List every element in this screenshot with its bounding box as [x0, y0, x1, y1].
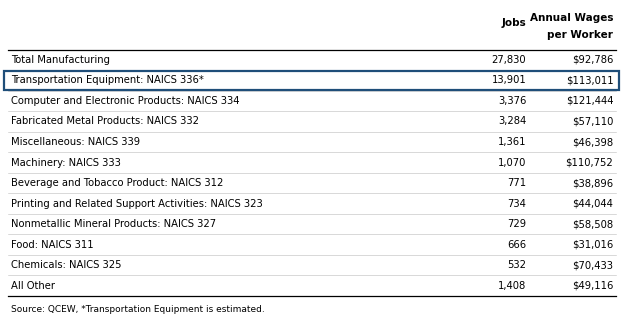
- Text: Annual Wages: Annual Wages: [530, 14, 613, 23]
- Text: Jobs: Jobs: [502, 18, 526, 27]
- Text: $121,444: $121,444: [566, 96, 613, 106]
- Text: $113,011: $113,011: [566, 76, 613, 85]
- Text: Total Manufacturing: Total Manufacturing: [11, 55, 110, 65]
- Text: 1,408: 1,408: [498, 281, 526, 291]
- Text: $92,786: $92,786: [572, 55, 613, 65]
- Text: Beverage and Tobacco Product: NAICS 312: Beverage and Tobacco Product: NAICS 312: [11, 178, 223, 188]
- Text: Miscellaneous: NAICS 339: Miscellaneous: NAICS 339: [11, 137, 140, 147]
- Text: $46,398: $46,398: [572, 137, 613, 147]
- Text: 729: 729: [507, 219, 526, 229]
- Text: Food: NAICS 311: Food: NAICS 311: [11, 240, 94, 249]
- Text: $49,116: $49,116: [572, 281, 613, 291]
- Text: $44,044: $44,044: [572, 198, 613, 209]
- Text: $70,433: $70,433: [572, 260, 613, 270]
- Text: $38,896: $38,896: [572, 178, 613, 188]
- Text: $57,110: $57,110: [572, 117, 613, 127]
- Text: Nonmetallic Mineral Products: NAICS 327: Nonmetallic Mineral Products: NAICS 327: [11, 219, 216, 229]
- Text: 13,901: 13,901: [492, 76, 526, 85]
- Text: $110,752: $110,752: [565, 158, 613, 168]
- Text: 1,361: 1,361: [498, 137, 526, 147]
- Text: 1,070: 1,070: [498, 158, 526, 168]
- Text: Chemicals: NAICS 325: Chemicals: NAICS 325: [11, 260, 121, 270]
- Text: 3,284: 3,284: [498, 117, 526, 127]
- Text: 734: 734: [507, 198, 526, 209]
- Text: Fabricated Metal Products: NAICS 332: Fabricated Metal Products: NAICS 332: [11, 117, 198, 127]
- Text: 532: 532: [507, 260, 526, 270]
- Text: per Worker: per Worker: [547, 30, 613, 40]
- Text: 27,830: 27,830: [492, 55, 526, 65]
- Text: Printing and Related Support Activities: NAICS 323: Printing and Related Support Activities:…: [11, 198, 263, 209]
- Text: 771: 771: [507, 178, 526, 188]
- Text: $58,508: $58,508: [572, 219, 613, 229]
- Text: 666: 666: [507, 240, 526, 249]
- Text: Source: QCEW, *Transportation Equipment is estimated.: Source: QCEW, *Transportation Equipment …: [11, 305, 265, 314]
- Text: Transportation Equipment: NAICS 336*: Transportation Equipment: NAICS 336*: [11, 76, 203, 85]
- Text: All Other: All Other: [11, 281, 55, 291]
- Text: Computer and Electronic Products: NAICS 334: Computer and Electronic Products: NAICS …: [11, 96, 239, 106]
- Text: $31,016: $31,016: [572, 240, 613, 249]
- Text: 3,376: 3,376: [498, 96, 526, 106]
- Text: Machinery: NAICS 333: Machinery: NAICS 333: [11, 158, 120, 168]
